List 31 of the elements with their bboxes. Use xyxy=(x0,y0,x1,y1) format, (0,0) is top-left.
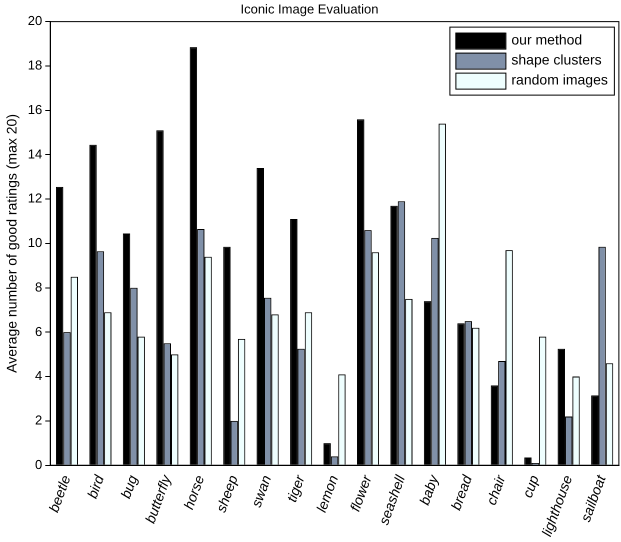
y-axis-title: Average number of good ratings (max 20) xyxy=(3,114,20,373)
y-tick-label: 20 xyxy=(28,13,42,28)
x-tick-label: sheep xyxy=(212,472,241,514)
legend-label: shape clusters xyxy=(511,51,602,68)
x-tick-label: seashell xyxy=(375,472,408,527)
y-tick-label: 14 xyxy=(28,146,42,162)
y-tick-label: 6 xyxy=(35,324,42,339)
y-tick-label: 0 xyxy=(35,456,42,472)
x-tick-label: lemon xyxy=(312,472,342,514)
y-tick-label: 12 xyxy=(28,190,42,206)
x-tick-label: swan xyxy=(248,472,274,510)
x-tick-label: flower xyxy=(346,472,375,514)
x-tick-label: bug xyxy=(117,472,140,500)
chart-title: Iconic Image Evaluation xyxy=(240,1,379,16)
x-tick-label: sailboat xyxy=(577,472,610,524)
x-tick-label: chair xyxy=(482,472,509,507)
x-tick-label: beetle xyxy=(45,472,74,514)
x-tick-label: bread xyxy=(448,472,476,512)
y-tick-label: 16 xyxy=(28,102,42,117)
y-tick-label: 8 xyxy=(35,279,42,294)
x-tick-label: bird xyxy=(84,472,108,500)
y-tick-label: 4 xyxy=(35,368,42,384)
x-tick-label: baby xyxy=(416,472,442,508)
y-tick-label: 10 xyxy=(28,235,42,250)
x-tick-label: cup xyxy=(518,472,542,500)
legend-label: our method xyxy=(511,31,582,48)
x-tick-label: tiger xyxy=(283,472,308,504)
y-tick-label: 2 xyxy=(35,412,42,428)
y-tick-label: 18 xyxy=(28,58,42,73)
legend-label: random images xyxy=(511,71,608,88)
x-tick-label: horse xyxy=(180,472,208,512)
